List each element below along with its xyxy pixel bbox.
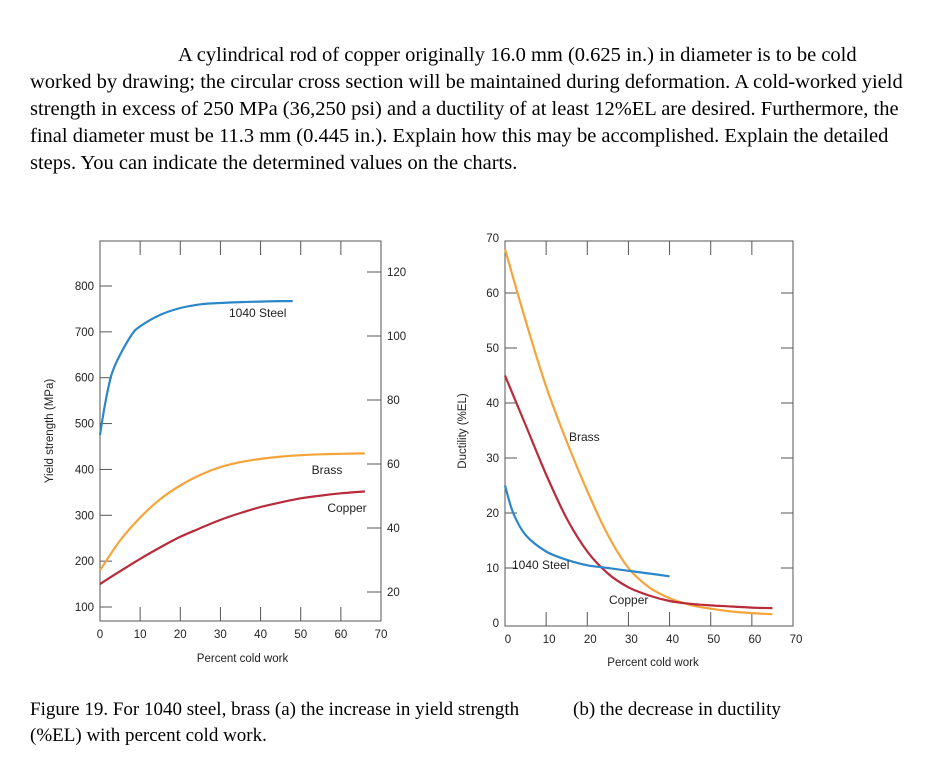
y-tick-label: 0 xyxy=(493,618,499,630)
y2-tick-label: 100 xyxy=(387,331,406,343)
series-line-1040-steel xyxy=(503,485,670,578)
y-tick-label: 60 xyxy=(486,288,499,300)
x-tick-label: 0 xyxy=(97,629,103,641)
y2-tick-label: 80 xyxy=(387,395,400,407)
x-axis-label: Percent cold work xyxy=(197,653,289,665)
x-tick-label: 10 xyxy=(134,629,147,641)
figure-caption-a: Figure 19. For 1040 steel, brass (a) the… xyxy=(30,699,520,746)
chart-ductility: 0 10 20 30 40 50 60 70 0 10 20 30 40 50 60 70 Percent co… xyxy=(457,233,802,669)
series-line-copper xyxy=(503,375,773,610)
chart-yield-strength: 0 10 20 30 40 50 60 70 100 200 300 400 500 600 700 800 2… xyxy=(44,240,406,665)
y-tick-label: 30 xyxy=(486,453,499,465)
x-tick-label: 50 xyxy=(707,634,720,646)
y-tick-label: 300 xyxy=(75,510,94,522)
series-line-brass xyxy=(99,452,365,571)
x-tick-label: 30 xyxy=(214,629,227,641)
x-tick-label: 40 xyxy=(254,629,267,641)
y-tick-label: 400 xyxy=(75,464,94,476)
y2-tick-label: 60 xyxy=(387,459,400,471)
x-tick-label: 70 xyxy=(375,629,388,641)
y-tick-label: 50 xyxy=(486,343,499,355)
x-tick-label: 40 xyxy=(666,634,679,646)
series-line-1040-steel xyxy=(98,300,293,436)
problem-statement: A cylindrical rod of copper originally 1… xyxy=(30,44,903,174)
series-label-copper: Copper xyxy=(609,593,648,607)
y-tick-label: 40 xyxy=(486,398,499,410)
x-tick-label: 20 xyxy=(174,629,187,641)
plot-frame xyxy=(504,240,794,627)
y-axis-label: Ductility (%EL) xyxy=(457,393,469,469)
x-axis-label: Percent cold work xyxy=(607,657,699,669)
plot-frame xyxy=(99,240,382,622)
y-tick-label: 200 xyxy=(75,556,94,568)
series-label-brass: Brass xyxy=(312,463,343,477)
x-tick-label: 20 xyxy=(584,634,597,646)
series-label-copper: Copper xyxy=(327,501,366,515)
series-line-copper xyxy=(99,490,365,586)
y2-tick-label: 40 xyxy=(387,523,400,535)
x-tick-label: 30 xyxy=(625,634,638,646)
x-tick-label: 60 xyxy=(748,634,761,646)
y-tick-label: 20 xyxy=(486,508,499,520)
y-axis-label: Yield strength (MPa) xyxy=(44,379,56,484)
y-tick-label: 600 xyxy=(75,373,94,385)
series-label-brass: Brass xyxy=(569,430,600,444)
x-tick-label: 0 xyxy=(505,634,511,646)
y-tick-label: 100 xyxy=(75,602,94,614)
series-line-brass xyxy=(503,248,773,616)
y-tick-label: 10 xyxy=(486,563,499,575)
y-tick-label: 70 xyxy=(486,233,499,245)
series-label-1040-steel: 1040 Steel xyxy=(229,306,286,320)
x-tick-label: 60 xyxy=(334,629,347,641)
y2-tick-label: 120 xyxy=(387,267,406,279)
series-label-1040-steel: 1040 Steel xyxy=(512,558,569,572)
x-tick-label: 10 xyxy=(543,634,556,646)
y2-tick-label: 20 xyxy=(387,587,400,599)
y-tick-label: 800 xyxy=(75,281,94,293)
y-tick-label: 500 xyxy=(75,419,94,431)
figure-caption-b: (b) the decrease in ductility xyxy=(573,699,781,720)
y-tick-label: 700 xyxy=(75,327,94,339)
x-tick-label: 50 xyxy=(294,629,307,641)
x-tick-label: 70 xyxy=(790,634,803,646)
